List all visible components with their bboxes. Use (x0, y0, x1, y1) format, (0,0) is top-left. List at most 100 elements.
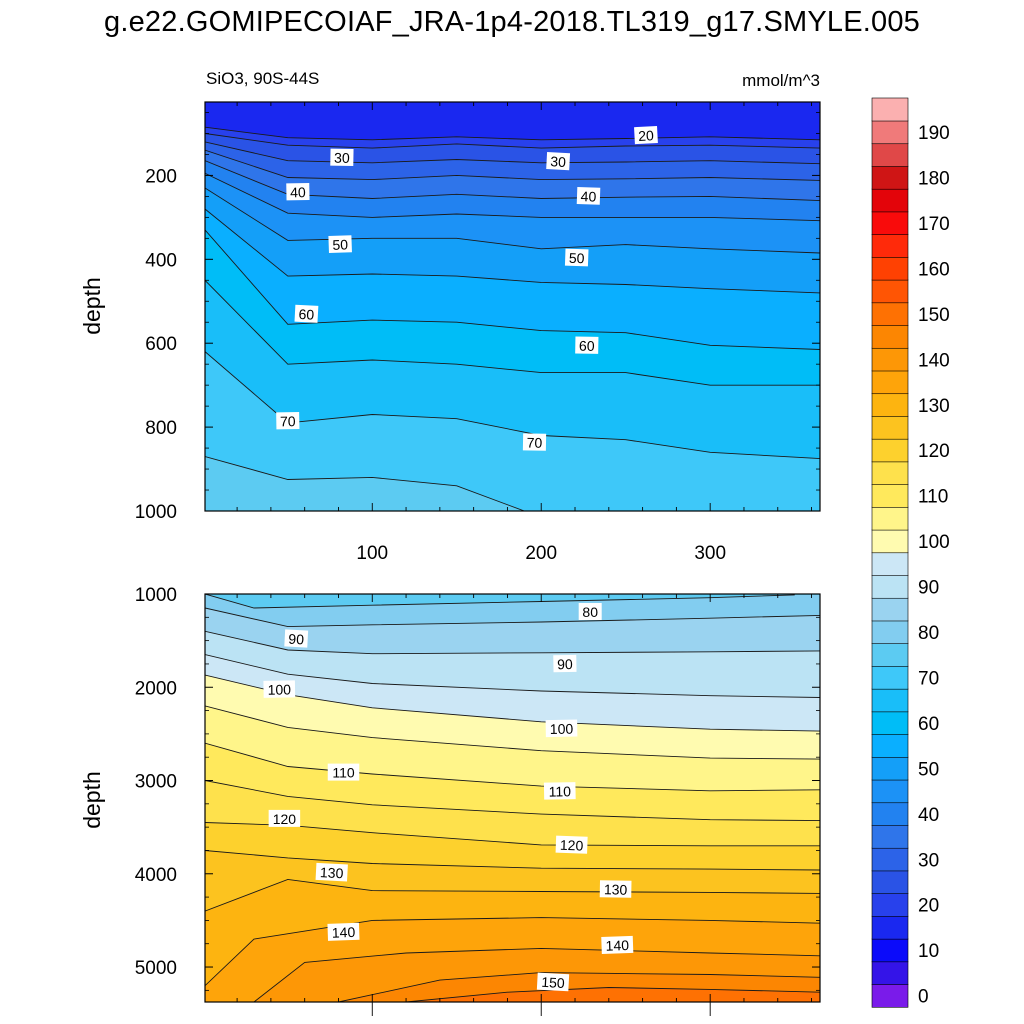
contour-label-bg (284, 629, 309, 648)
contour-label-text: 30 (550, 153, 567, 170)
lower-contour-labels: 80 90 90 100 100 110 110 120 120 130 130 140 140 150 (263, 603, 634, 992)
colorbar-swatch (871, 97, 909, 122)
colorbar-swatch (871, 506, 909, 531)
colorbar-label: 50 (918, 759, 939, 780)
colorbar-label: 170 (918, 214, 950, 235)
contour-label-text: 130 (604, 881, 628, 897)
contour-line (406, 987, 820, 1002)
y-tick-label: 800 (145, 418, 177, 439)
contour-label: 130 (599, 880, 632, 898)
contour-label: 50 (328, 235, 352, 253)
colorbar-swatch (871, 688, 909, 713)
contour-line (205, 742, 820, 792)
colorbar-swatch (871, 643, 909, 667)
contour-line (205, 279, 820, 386)
contour-line (205, 850, 820, 871)
contour-label: 50 (564, 248, 589, 267)
upper-contour-labels: 20 30 30 40 40 50 50 60 60 70 70 (276, 126, 658, 451)
contour-label: 140 (327, 922, 360, 941)
colorbar-swatch (871, 529, 909, 554)
contour-label-bg (536, 972, 570, 992)
colorbar-swatch (871, 256, 909, 281)
lower-filled-contours (205, 594, 820, 1002)
contour-band (205, 456, 820, 511)
contour-label-text: 40 (580, 188, 596, 205)
contour-label-text: 20 (638, 127, 655, 144)
contour-label-text: 110 (548, 783, 571, 799)
y-tick-label: 2000 (135, 678, 177, 699)
contour-label-text: 60 (298, 306, 315, 323)
contour-label-text: 90 (288, 631, 305, 648)
colorbar-label: 110 (918, 487, 948, 508)
upper-contour-lines (205, 126, 820, 511)
contour-line (205, 780, 820, 822)
contour-label-bg (263, 680, 296, 698)
contour-label-text: 100 (550, 721, 574, 737)
x-tick-label: 200 (525, 543, 557, 564)
contour-label-bg (543, 782, 576, 800)
colorbar-label: 0 (918, 987, 929, 1008)
contour-label-bg (599, 880, 632, 898)
contour-band (205, 987, 820, 1002)
contour-line (205, 208, 820, 294)
lower-y-axis-title: depth (79, 771, 105, 829)
contour-label: 90 (284, 629, 309, 648)
contour-label-text: 30 (334, 150, 350, 166)
contour-label-text: 130 (320, 864, 344, 881)
colorbar-label: 30 (918, 850, 939, 871)
colorbar-swatch (871, 665, 909, 690)
contour-line (205, 229, 820, 350)
colorbar-swatch (871, 211, 909, 235)
colorbar-label: 130 (918, 396, 950, 417)
colorbar: 0 10 20 30 40 50 60 70 80 90 100 110 120 130 140 150 160… (871, 97, 950, 1008)
contour-label-bg (268, 809, 301, 827)
upper-plot-frame (204, 101, 821, 512)
colorbar-swatch (871, 711, 909, 735)
colorbar-swatch (871, 597, 909, 622)
contour-label-bg (546, 152, 571, 171)
contour-line (205, 133, 820, 149)
contour-label: 90 (553, 654, 577, 673)
contour-line (205, 141, 820, 165)
colorbar-label: 100 (918, 532, 950, 553)
contour-label-bg (578, 603, 602, 620)
contour-label-text: 50 (569, 250, 585, 267)
colorbar-swatch (871, 234, 909, 258)
colorbar-swatch (871, 733, 909, 758)
x-tick-label: 300 (694, 543, 726, 564)
contour-label-text: 70 (280, 413, 296, 429)
contour-label: 70 (522, 433, 547, 451)
colorbar-swatch (871, 165, 909, 190)
colorbar-swatch (871, 415, 909, 440)
contour-label-text: 150 (541, 974, 565, 991)
lower-contour-lines (205, 594, 820, 1002)
upper-axis-ticks: 200 400 600 800 1000 100 200 300 (135, 102, 820, 564)
upper-y-axis-title: depth (79, 277, 105, 335)
contour-label-bg (276, 412, 300, 430)
colorbar-label: 140 (918, 350, 950, 371)
y-tick-label: 400 (145, 250, 177, 271)
colorbar-label: 20 (918, 896, 939, 917)
contour-label-bg (330, 148, 354, 166)
contour-label-bg (328, 235, 352, 253)
colorbar-swatch (871, 893, 909, 917)
colorbar-label: 120 (918, 441, 950, 462)
y-tick-label: 1000 (135, 502, 177, 523)
contour-label: 140 (601, 935, 634, 954)
colorbar-swatch (871, 438, 909, 463)
contour-label: 120 (555, 835, 588, 854)
contour-label-bg (576, 187, 601, 205)
colorbar-label: 80 (918, 623, 939, 644)
contour-label-text: 110 (332, 765, 355, 781)
contour-label: 100 (545, 719, 578, 738)
contour-label: 80 (578, 603, 602, 620)
colorbar-swatch (871, 983, 909, 1008)
contour-label-text: 120 (560, 837, 584, 854)
contour-label: 20 (634, 126, 658, 145)
contour-label-bg (286, 183, 310, 201)
contour-label-text: 40 (290, 184, 306, 200)
contour-line (205, 149, 820, 181)
colorbar-swatch (871, 393, 909, 417)
colorbar-swatch (871, 938, 909, 963)
colorbar-swatch (871, 620, 909, 644)
